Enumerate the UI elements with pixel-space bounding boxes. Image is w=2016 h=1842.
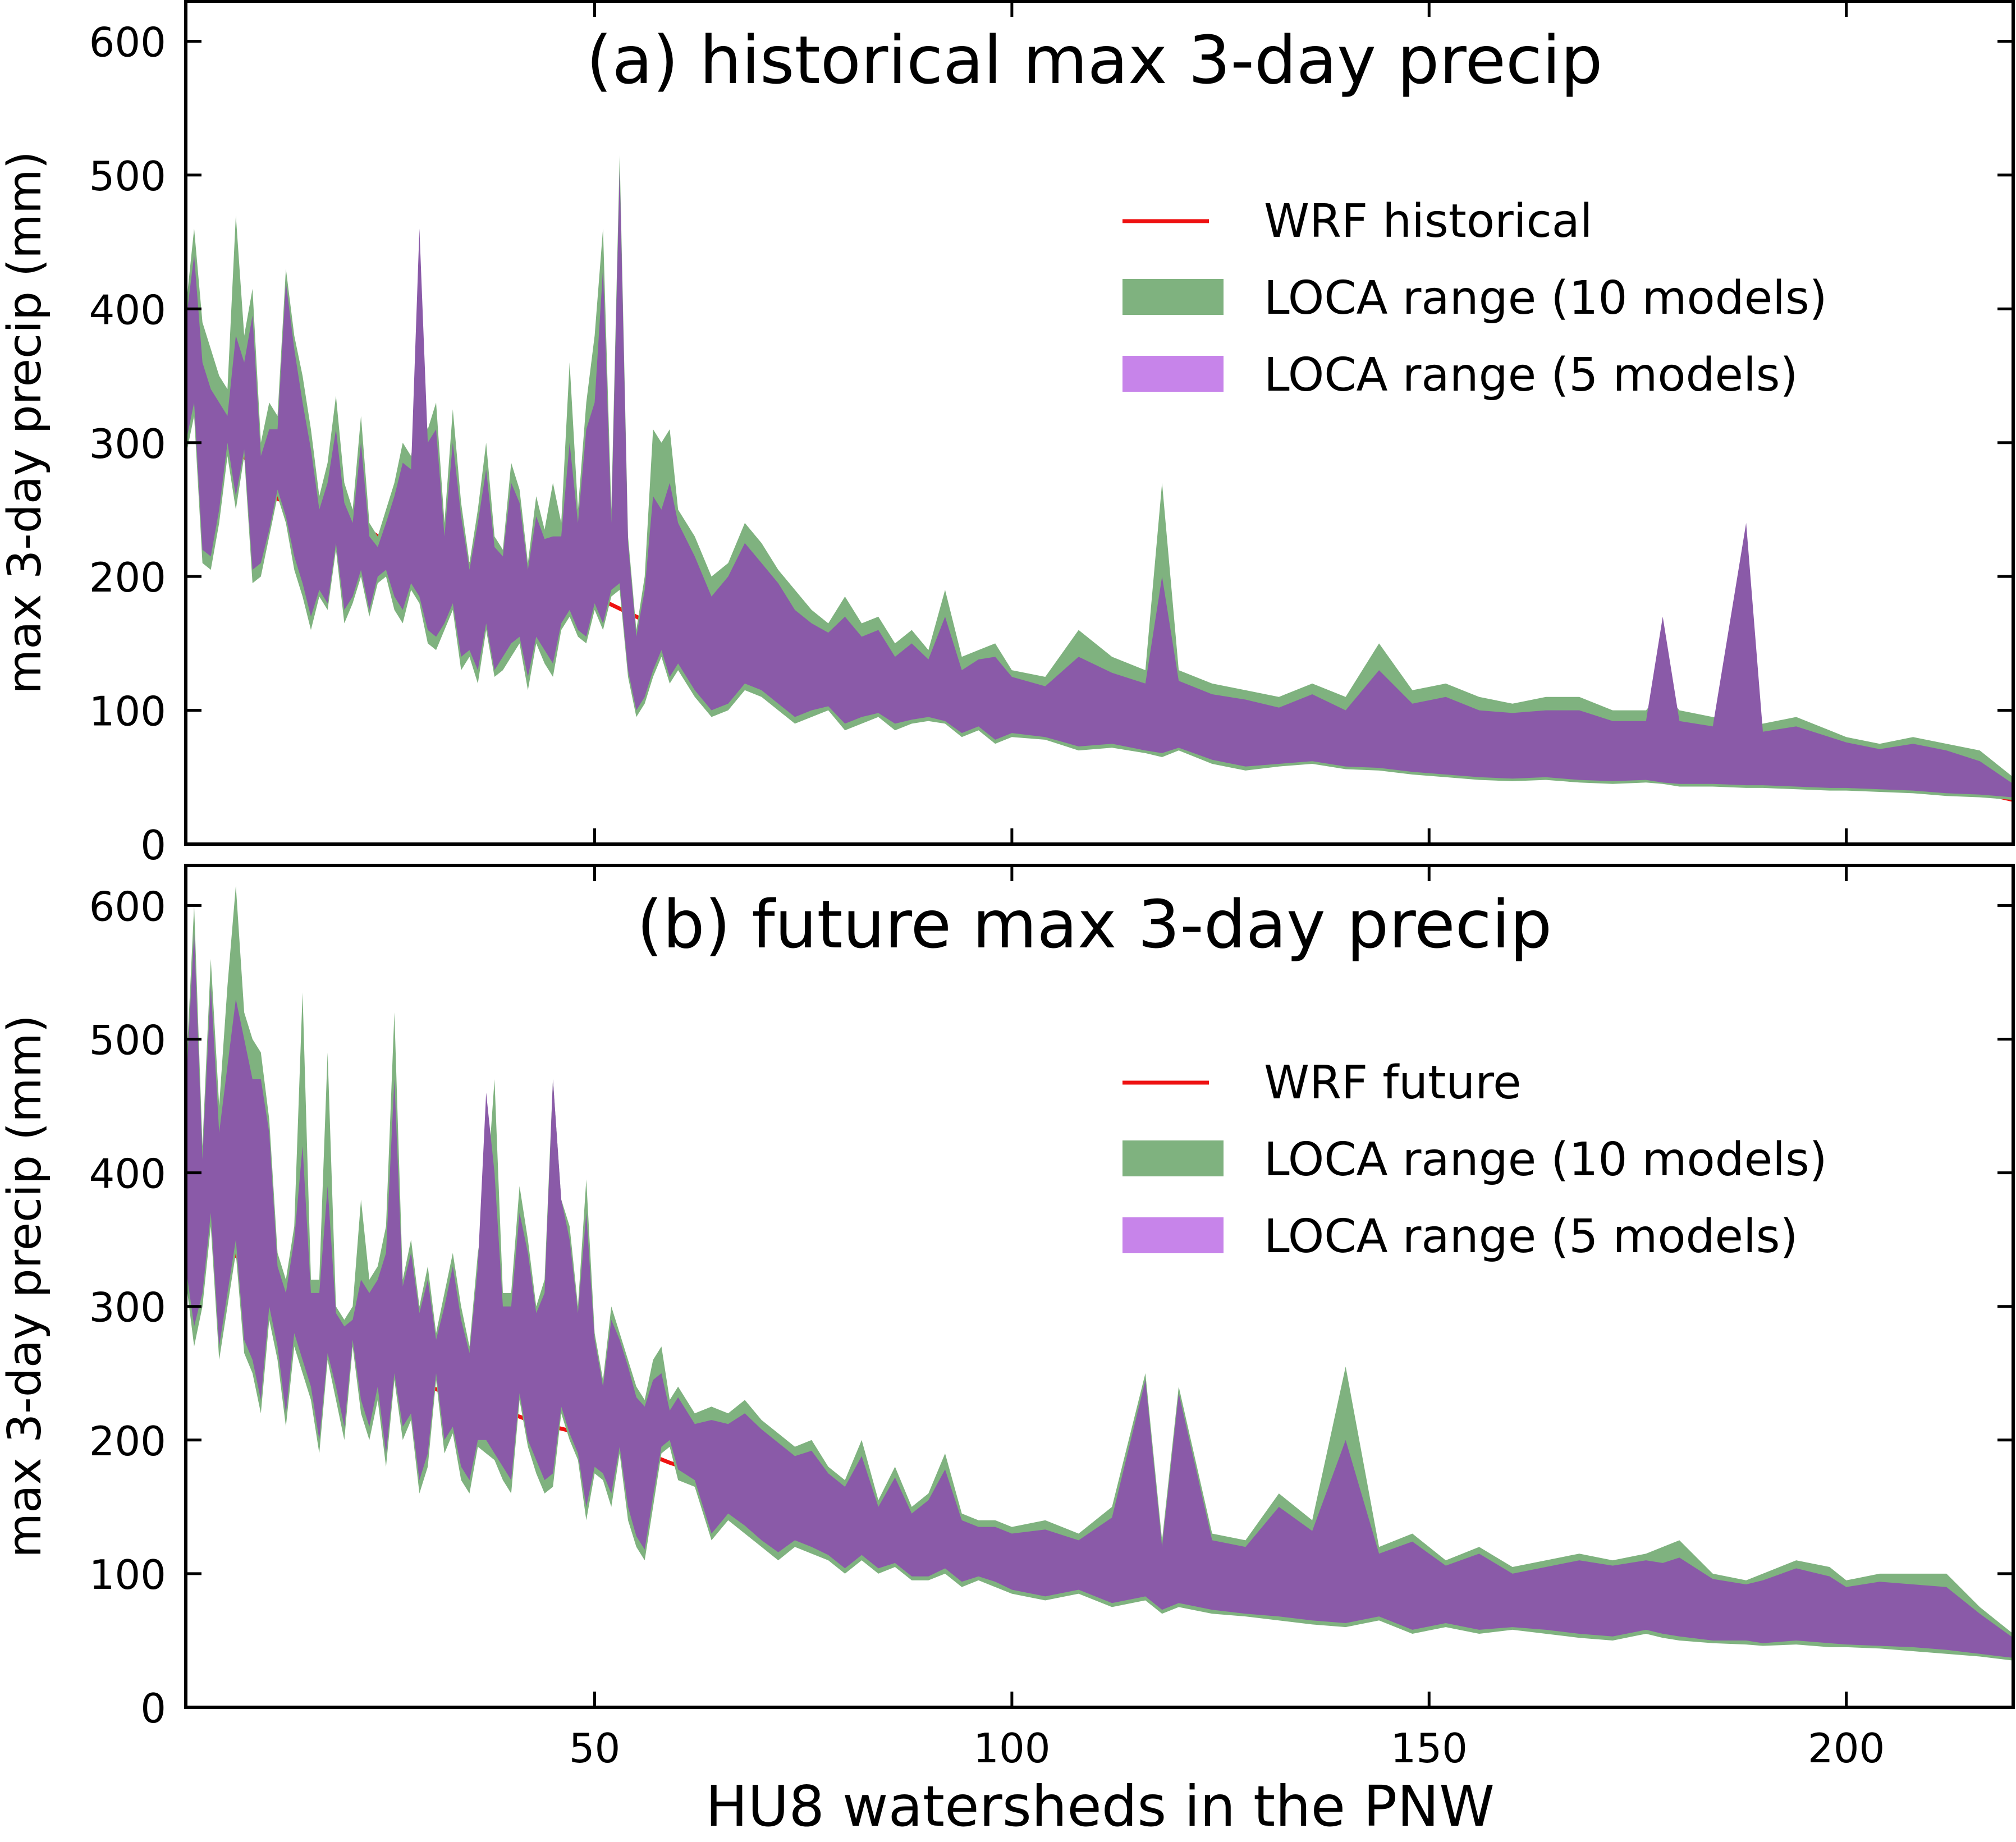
- x-tick-label-100: 100: [973, 1725, 1050, 1772]
- chart-title-future: (b) future max 3-day precip: [637, 886, 1552, 963]
- chart-title-historical: (a) historical max 3-day precip: [587, 21, 1603, 99]
- band-loca-range-5-models-1: [186, 932, 2013, 1658]
- y-tick-label-200: 200: [89, 554, 166, 601]
- y-tick-label-0: 0: [140, 1685, 166, 1732]
- y-tick-label-500: 500: [89, 153, 166, 200]
- axes-frame-historical: [184, 0, 2015, 846]
- legend-future: WRF future LOCA range (10 models) LOCA r…: [1122, 1056, 1827, 1263]
- x-tick-label-150: 150: [1391, 1725, 1468, 1772]
- y-tick-label-600: 600: [89, 19, 166, 66]
- legend-label-loca-5: LOCA range (5 models): [1264, 349, 1798, 402]
- y-tick-label-0: 0: [140, 822, 166, 869]
- legend-label-wrf-historical: WRF historical: [1264, 195, 1593, 248]
- legend-label-loca-5-future: LOCA range (5 models): [1264, 1210, 1798, 1263]
- y-tick-label-100: 100: [89, 1551, 166, 1598]
- y-tick-label-100: 100: [89, 688, 166, 735]
- y-tick-label-200: 200: [89, 1418, 166, 1465]
- legend-patch-loca-10-future: [1122, 1140, 1224, 1176]
- x-tick-label-50: 50: [569, 1725, 621, 1772]
- legend-historical: WRF historical LOCA range (10 models) LO…: [1122, 195, 1827, 402]
- x-axis-label: HU8 watersheds in the PNW: [705, 1774, 1495, 1839]
- y-tick-label-300: 300: [89, 1284, 166, 1331]
- band-loca-range-5-models-0: [186, 168, 2013, 798]
- panel-historical: 0 100 200 300 400 500 600 max 3-day precip (mm…: [0, 0, 2015, 869]
- legend-label-loca-10-future: LOCA range (10 models): [1264, 1133, 1827, 1186]
- panel-future: 0 100 200 300 400 500 600 50 100 150 200 max 3-day…: [0, 864, 2015, 1839]
- axes-frame-future: [184, 864, 2015, 1709]
- legend-label-wrf-future: WRF future: [1264, 1056, 1522, 1110]
- y-tick-label-400: 400: [89, 1151, 166, 1198]
- ticks-future: 0 100 200 300 400 500 600 50 100 150 200: [89, 865, 2013, 1772]
- ticks-historical: 0 100 200 300 400 500 600: [89, 1, 2013, 869]
- legend-patch-loca-5-future: [1122, 1217, 1224, 1253]
- y-axis-label-future: max 3-day precip (mm): [0, 1015, 52, 1558]
- plot-area-future: [186, 885, 2013, 1661]
- y-tick-label-600: 600: [89, 883, 166, 930]
- legend-label-loca-10: LOCA range (10 models): [1264, 272, 1827, 325]
- y-axis-label-historical: max 3-day precip (mm): [0, 151, 52, 694]
- plot-area-historical: [186, 155, 2013, 802]
- x-tick-label-200: 200: [1808, 1725, 1885, 1772]
- y-tick-label-500: 500: [89, 1017, 166, 1064]
- legend-patch-loca-10: [1122, 279, 1224, 315]
- y-tick-label-400: 400: [89, 286, 166, 333]
- y-tick-label-300: 300: [89, 420, 166, 468]
- legend-patch-loca-5: [1122, 356, 1224, 392]
